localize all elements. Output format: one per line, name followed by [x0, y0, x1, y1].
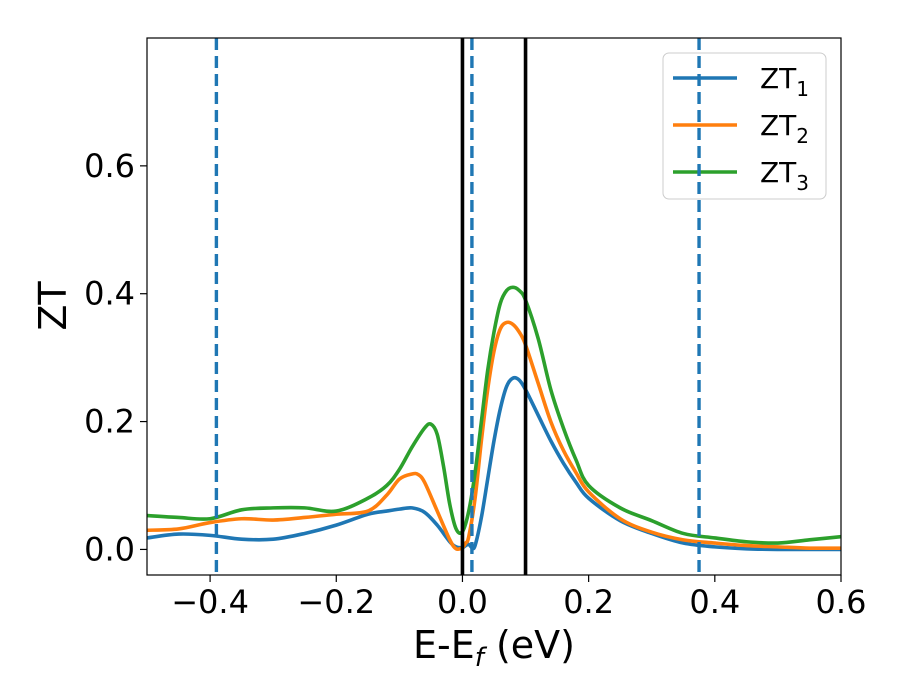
y-axis-ticks: 0.0 0.2 0.4 0.6: [84, 147, 147, 568]
legend-label-zt1: ZT1: [760, 62, 809, 101]
series-line-zt2: [147, 320, 841, 552]
legend-label-zt2: ZT2: [760, 109, 809, 148]
x-tick-label: −0.2: [297, 583, 375, 621]
y-tick-label: 0.0: [84, 530, 135, 568]
x-tick-label: 0.4: [689, 583, 740, 621]
x-tick-label: 0.2: [563, 583, 614, 621]
legend: ZT1 ZT2 ZT3: [662, 52, 827, 200]
y-axis-label: ZT: [31, 281, 75, 331]
plot-frame: [146, 37, 842, 576]
legend-box: [662, 52, 827, 200]
series-lines: [147, 285, 841, 552]
reference-lines: [214, 38, 701, 575]
x-axis-label-unit: (eV): [484, 623, 575, 667]
x-axis-ticks: −0.4 −0.2 0.0 0.2 0.4 0.6: [171, 575, 866, 621]
x-tick-label: −0.4: [171, 583, 249, 621]
legend-label-zt3: ZT3: [760, 156, 809, 195]
x-tick-label: 0.6: [816, 583, 867, 621]
x-tick-label: 0.0: [437, 583, 488, 621]
series-line-zt3: [147, 285, 841, 545]
y-tick-label: 0.4: [84, 275, 135, 313]
x-axis-label-main: E-E: [413, 623, 475, 667]
y-tick-label: 0.2: [84, 403, 135, 441]
x-axis-label: E-Ef (eV): [413, 623, 575, 673]
y-tick-label: 0.6: [84, 147, 135, 185]
